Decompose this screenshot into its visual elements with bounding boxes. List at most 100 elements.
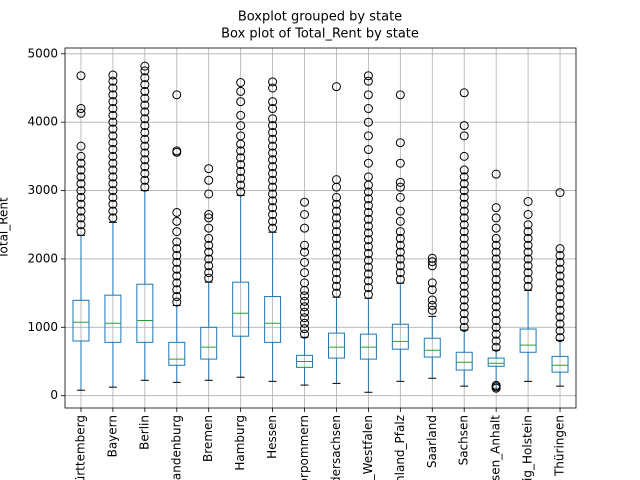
flier	[108, 172, 118, 182]
flier	[300, 247, 310, 257]
flier	[331, 227, 341, 237]
flier	[459, 233, 469, 243]
flier	[491, 295, 501, 305]
flier	[108, 186, 118, 196]
flier	[331, 261, 341, 271]
flier	[363, 201, 373, 211]
flier	[459, 268, 469, 278]
flier	[76, 141, 86, 151]
flier	[331, 274, 341, 284]
flier	[363, 269, 373, 279]
x-tick-label: Nordrhein_Westfalen	[361, 415, 375, 480]
flier	[300, 313, 310, 323]
flier	[108, 117, 118, 127]
flier	[268, 175, 278, 185]
flier	[204, 254, 214, 264]
flier	[555, 271, 565, 281]
flier	[363, 207, 373, 217]
flier	[459, 220, 469, 230]
flier	[268, 182, 278, 192]
flier	[459, 151, 469, 161]
flier	[268, 148, 278, 158]
flier	[236, 146, 246, 156]
flier	[236, 180, 246, 190]
flier	[331, 268, 341, 278]
flier	[427, 305, 437, 315]
flier	[108, 213, 118, 223]
flier	[491, 274, 501, 284]
flier	[76, 206, 86, 216]
flier	[140, 107, 150, 117]
flier	[363, 262, 373, 272]
flier	[172, 216, 182, 226]
flier	[459, 295, 469, 305]
flier	[331, 82, 341, 92]
flier	[363, 172, 373, 182]
flier	[459, 315, 469, 325]
flier	[76, 151, 86, 161]
x-tick-label: Baden-Württemberg	[73, 415, 87, 480]
flier	[108, 165, 118, 175]
flier	[363, 104, 373, 114]
flier	[236, 187, 246, 197]
x-tick-label: Hamburg	[233, 415, 247, 471]
flier	[459, 186, 469, 196]
flier	[491, 336, 501, 346]
flier	[459, 302, 469, 312]
flier	[300, 278, 310, 288]
flier	[491, 240, 501, 250]
flier	[140, 134, 150, 144]
flier	[236, 173, 246, 183]
flier	[204, 213, 214, 223]
flier	[395, 216, 405, 226]
flier	[555, 257, 565, 267]
flier	[76, 158, 86, 168]
flier	[523, 247, 533, 257]
x-tick-label: Saarland	[425, 415, 439, 468]
flier	[491, 268, 501, 278]
flier	[108, 199, 118, 209]
flier	[108, 97, 118, 107]
flier	[268, 189, 278, 199]
flier	[76, 220, 86, 230]
flier	[523, 240, 533, 250]
flier	[300, 318, 310, 328]
flier	[395, 158, 405, 168]
flier	[140, 61, 150, 71]
flier	[395, 206, 405, 216]
flier	[172, 237, 182, 247]
flier	[172, 146, 182, 156]
flier	[140, 141, 150, 151]
flier	[268, 168, 278, 178]
flier	[300, 209, 310, 219]
x-tick-label: Niedersachsen	[329, 415, 343, 480]
flier	[427, 278, 437, 288]
flier	[395, 233, 405, 243]
flier	[363, 228, 373, 238]
flier	[331, 254, 341, 264]
flier	[76, 71, 86, 81]
flier	[76, 104, 86, 114]
flier	[555, 251, 565, 261]
flier	[76, 172, 86, 182]
flier	[172, 207, 182, 217]
y-tick-label: 3000	[27, 183, 58, 197]
flier	[300, 240, 310, 250]
flier	[204, 189, 214, 199]
flier	[491, 380, 501, 390]
flier	[172, 264, 182, 274]
flier	[491, 254, 501, 264]
flier	[459, 274, 469, 284]
flier	[363, 131, 373, 141]
flier	[331, 281, 341, 291]
flier	[459, 247, 469, 257]
flier	[236, 153, 246, 163]
flier	[491, 329, 501, 339]
flier	[300, 291, 310, 301]
flier	[491, 342, 501, 352]
box	[519, 328, 537, 353]
flier	[268, 77, 278, 87]
flier	[523, 209, 533, 219]
x-tick-label: Brandenburg	[169, 415, 183, 480]
